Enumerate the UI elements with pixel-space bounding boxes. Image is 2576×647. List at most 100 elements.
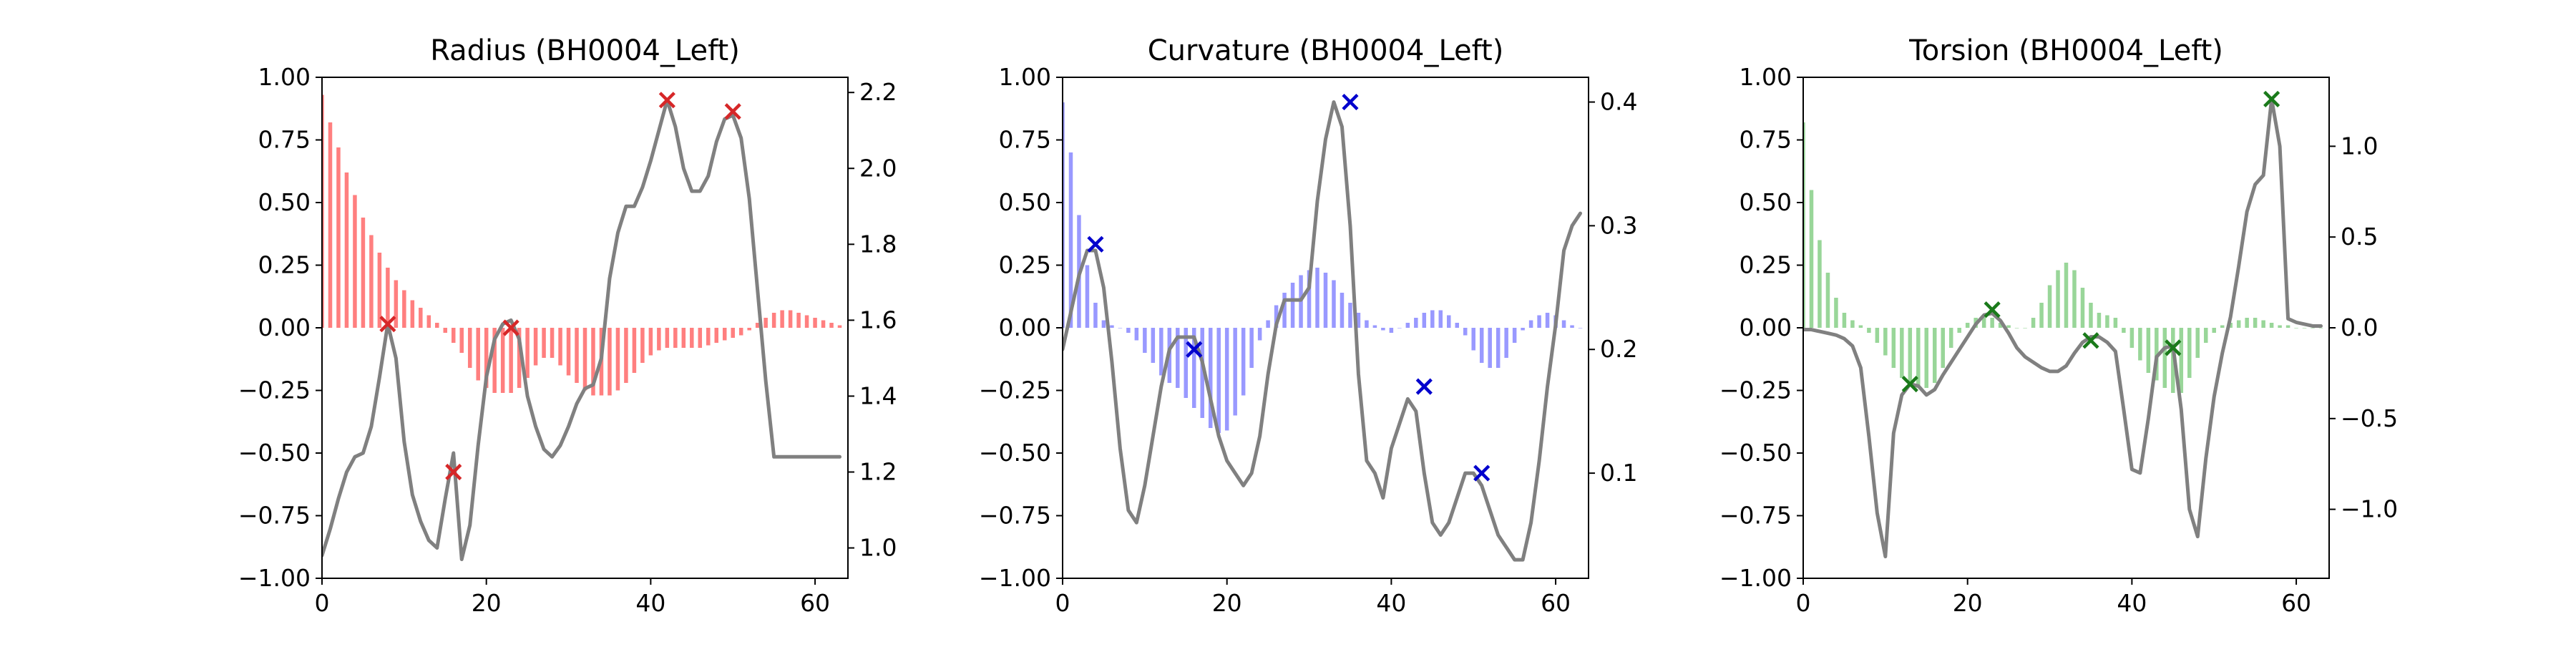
y-left-tick-label: 0.00 xyxy=(1740,313,1792,341)
bar xyxy=(1471,328,1475,351)
bar xyxy=(419,308,423,328)
bar xyxy=(673,328,678,348)
y-left-tick-label: −0.25 xyxy=(979,376,1051,404)
peak-marker xyxy=(724,103,741,120)
bar xyxy=(1266,320,1270,328)
y-right-tick-label: −1.0 xyxy=(2341,495,2398,523)
y-left-tick-label: −1.00 xyxy=(979,564,1051,592)
bar xyxy=(2203,328,2208,343)
peak-marker xyxy=(1984,301,2001,318)
bar xyxy=(2014,328,2019,329)
bar xyxy=(1430,310,1435,328)
chart-panel-1: 0 20 40 60 −1.00 −0.75 −0.50 −0.25 0.00 0.25 0.50 0… xyxy=(238,34,897,617)
y-right-tick-label: 1.0 xyxy=(2341,132,2378,160)
x-tick-label: 60 xyxy=(1541,589,1571,617)
bar xyxy=(1998,323,2003,328)
bar xyxy=(1990,318,1994,328)
bar xyxy=(1200,328,1204,418)
bar xyxy=(582,328,587,391)
bar xyxy=(755,323,760,328)
bar xyxy=(402,290,406,328)
bar xyxy=(1948,328,1953,348)
bar xyxy=(1422,313,1427,328)
y-right-tick-label: 0.2 xyxy=(1600,335,1637,363)
bar xyxy=(1307,270,1312,328)
bar xyxy=(377,253,382,328)
bar xyxy=(386,268,390,328)
bar xyxy=(1834,298,1838,328)
marker-stroke xyxy=(445,463,462,481)
x-tick-label: 20 xyxy=(1212,589,1242,617)
y-left-tick-label: 0.00 xyxy=(258,313,311,341)
bar xyxy=(608,328,612,396)
bar xyxy=(1208,328,1213,428)
bar xyxy=(657,328,661,351)
bar xyxy=(410,300,415,328)
y-left-tick-label: −1.00 xyxy=(238,564,311,592)
bar xyxy=(533,328,538,366)
bar xyxy=(804,315,809,328)
bar xyxy=(2171,328,2175,393)
bar xyxy=(1143,328,1147,353)
bar xyxy=(2031,318,2036,328)
bar xyxy=(2220,325,2225,328)
y-left-tick-label: 0.75 xyxy=(1740,126,1792,154)
y-right-tick-label: 0.1 xyxy=(1600,459,1637,487)
bar xyxy=(467,328,472,368)
bar xyxy=(435,323,439,328)
y-left-tick-label: 0.50 xyxy=(1740,188,1792,216)
bar xyxy=(426,315,431,328)
y-right-tick-label: 0.4 xyxy=(1600,88,1637,116)
peak-marker xyxy=(379,316,396,333)
bar xyxy=(1118,328,1123,329)
bar xyxy=(2302,328,2307,329)
chart-title: Radius (BH0004_Left) xyxy=(430,34,740,67)
bar xyxy=(1883,328,1888,356)
bar xyxy=(1545,313,1550,328)
bar xyxy=(1803,122,1805,328)
plot-area xyxy=(1063,100,1583,562)
bar xyxy=(615,328,620,391)
bar xyxy=(2245,318,2249,328)
bar xyxy=(575,328,579,383)
x-tick-label: 40 xyxy=(635,589,665,617)
y-right-tick-label: 1.6 xyxy=(859,306,897,334)
chart-title: Curvature (BH0004_Left) xyxy=(1148,34,1504,67)
bar xyxy=(1282,293,1287,328)
bar xyxy=(492,328,497,393)
peak-marker xyxy=(1901,376,1918,393)
y-left-tick-label: 0.75 xyxy=(258,126,311,154)
bar xyxy=(1447,315,1451,328)
x-tick-label: 20 xyxy=(472,589,502,617)
bar xyxy=(2072,270,2077,328)
y-left-tick-label: 0.50 xyxy=(999,188,1051,216)
bar xyxy=(2285,325,2290,328)
bar xyxy=(2113,318,2118,328)
bar xyxy=(813,318,817,328)
bar xyxy=(1891,328,1896,368)
bar xyxy=(1941,328,1945,368)
marker-stroke xyxy=(379,316,396,333)
bar xyxy=(1274,305,1279,328)
bar xyxy=(451,328,456,343)
y-right-tick-label: 1.8 xyxy=(859,230,897,258)
bar xyxy=(2294,328,2298,329)
bar xyxy=(1496,328,1501,368)
bar xyxy=(1372,325,1377,328)
bar xyxy=(2080,288,2085,328)
bar xyxy=(1315,268,1319,328)
bar xyxy=(2269,323,2274,328)
bar xyxy=(369,235,374,328)
bar xyxy=(476,328,480,381)
bar xyxy=(1191,328,1196,408)
marker-stroke xyxy=(502,319,519,336)
bar xyxy=(1184,328,1189,398)
y-left-tick-label: −0.25 xyxy=(1719,376,1792,404)
bar xyxy=(1512,328,1517,343)
bar xyxy=(2318,328,2323,329)
y-left-tick-label: −0.50 xyxy=(979,439,1051,467)
peak-marker xyxy=(658,92,675,109)
bar xyxy=(690,328,694,348)
bar xyxy=(706,328,711,346)
